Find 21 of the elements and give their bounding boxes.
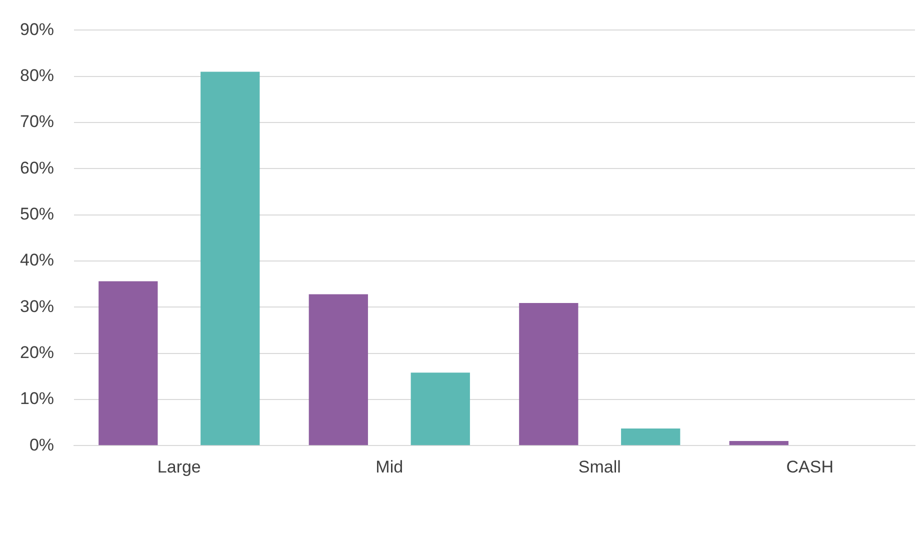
y-tick-label: 70% <box>20 112 54 132</box>
y-tick-label: 30% <box>20 296 54 316</box>
y-tick-label: 40% <box>20 250 54 270</box>
y-tick-label: 90% <box>20 20 54 39</box>
x-tick-label: Small <box>578 457 621 476</box>
x-tick-label: Large <box>157 457 201 476</box>
bar <box>519 302 578 446</box>
y-tick-label: 50% <box>20 204 54 224</box>
bar <box>729 440 788 446</box>
bar <box>98 281 158 446</box>
bar <box>308 294 368 446</box>
bar <box>621 428 680 446</box>
x-tick-label: CASH <box>786 457 834 476</box>
y-tick-label: 10% <box>20 389 54 408</box>
y-tick-label: 20% <box>20 342 54 362</box>
bar <box>200 72 260 446</box>
y-tick-label: 60% <box>20 158 54 178</box>
bar <box>410 372 470 446</box>
x-tick-label: Mid <box>376 457 404 476</box>
y-tick-label: 0% <box>29 435 54 454</box>
y-tick-label: 80% <box>20 66 54 86</box>
